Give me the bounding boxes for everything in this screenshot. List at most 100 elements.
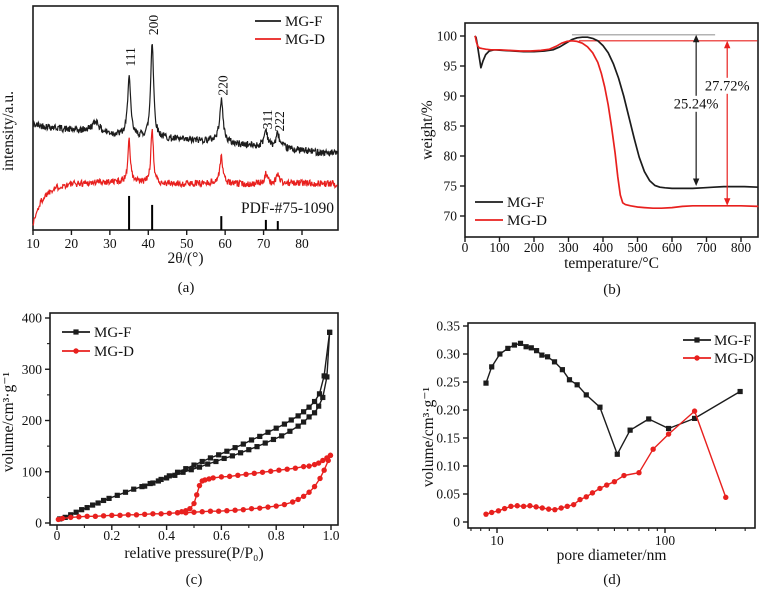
y-tick-label: 85	[444, 119, 458, 134]
legend-label: MG-F	[714, 333, 752, 349]
x-axis-label: pore diameter/nm	[557, 547, 667, 564]
legend: MG-F MG-D	[475, 195, 547, 229]
x-tick-label: 700	[696, 240, 717, 255]
series-MG-F	[485, 342, 741, 455]
x-tick-label: 10	[490, 533, 504, 548]
y-tick-label: 0.35	[436, 319, 460, 334]
xrd-trace-MG-D	[32, 128, 338, 226]
x-tick-label: 100	[655, 533, 676, 548]
loss-annotation: 25.24%	[670, 34, 722, 186]
panel-d-pore-size-chart: 10 100 0 0.05 0.10 0.15 0.20 0.25 0.30 0.35 pore d…	[380, 300, 763, 596]
x-axis-label: temperature/°C	[564, 255, 659, 272]
caption-b: (b)	[603, 282, 621, 298]
legend: MG-F MG-D	[683, 333, 754, 367]
y-tick-label: 0	[453, 515, 460, 530]
legend: MG-F MG-D	[255, 14, 325, 48]
x-tick-label: 0.2	[103, 528, 120, 543]
x-tick-label: 200	[524, 240, 545, 255]
caption-a: (a)	[177, 280, 195, 296]
pore-chart-svg: 10 100 0 0.05 0.10 0.15 0.20 0.25 0.30 0.35 pore d…	[420, 319, 756, 564]
markers-MG-F desorption	[142, 329, 333, 489]
tga-chart-svg: 0 100 200 300 400 500 600 700 800 70 75 80 85 90 95 100…	[419, 22, 759, 272]
plot-frame	[467, 322, 756, 529]
markers-MG-F	[483, 340, 743, 457]
x-tick-label: 400	[593, 240, 614, 255]
x-tick-label: 500	[627, 240, 648, 255]
y-tick-label: 200	[22, 413, 43, 428]
peak-label-200: 200	[146, 15, 161, 36]
caption-c: (c)	[185, 572, 203, 588]
legend-label: MG-D	[285, 32, 325, 48]
x-tick-label: 30	[103, 236, 117, 251]
y-tick-label: 75	[444, 179, 458, 194]
x-tick-label: 600	[662, 240, 683, 255]
x-tick-label: 40	[142, 236, 156, 251]
peak-label-111: 111	[123, 47, 138, 66]
legend-label: MG-F	[285, 14, 323, 30]
loss-percent-label: 25.24%	[674, 96, 719, 112]
x-tick-label: 0.8	[268, 528, 285, 543]
x-tick-label: 0.4	[158, 528, 175, 543]
panel-c-isotherm-chart: 0 0.2 0.4 0.6 0.8 1.0 0 100 200 300 400 relative pr…	[0, 300, 375, 596]
legend-label: MG-F	[94, 325, 132, 341]
y-axis-label: intensity/a.u.	[0, 91, 17, 171]
x-tick-label: 1.0	[323, 528, 340, 543]
pdf-card-label: PDF-#75-1090	[241, 200, 334, 217]
x-axis-label: 2θ/(°)	[167, 250, 203, 267]
y-tick-label: 100	[437, 29, 458, 44]
x-tick-label: 80	[295, 236, 309, 251]
y-tick-label: 100	[22, 464, 43, 479]
panel-b-tga-chart: 0 100 200 300 400 500 600 700 800 70 75 80 85 90 95 100…	[380, 0, 763, 300]
y-tick-label: 400	[22, 311, 43, 326]
y-tick-label: 0.05	[436, 487, 460, 502]
y-tick-label: 0.15	[436, 431, 460, 446]
x-tick-label: 0	[462, 240, 469, 255]
y-tick-label: 0.10	[436, 459, 460, 474]
x-tick-label: 20	[65, 236, 79, 251]
peak-label-311: 311	[260, 109, 275, 129]
y-tick-label: 90	[444, 89, 458, 104]
legend: MG-F MG-D	[62, 325, 134, 360]
series-MG-D	[485, 410, 727, 515]
peak-label-222: 222	[272, 111, 287, 131]
legend-label: MG-D	[714, 351, 754, 367]
x-tick-label: 0	[54, 528, 61, 543]
y-tick-label: 95	[444, 59, 458, 74]
y-tick-label: 0.30	[436, 347, 460, 362]
y-tick-label: 0.20	[436, 403, 460, 418]
y-tick-label: 0	[35, 516, 42, 531]
y-axis-label: volume/cm³·g⁻¹	[0, 372, 17, 472]
caption-d: (d)	[603, 572, 621, 588]
x-axis-label: relative pressure(P/P₀)	[124, 545, 263, 562]
loss-percent-label: 27.72%	[705, 78, 750, 94]
series-MG-D desorption	[177, 454, 331, 514]
panel-a-xrd-chart: 10 20 30 40 50 60 70 80 2θ/(°) intensity/a.u. 111 2…	[0, 0, 375, 300]
x-tick-label: 100	[489, 240, 510, 255]
markers-MG-D	[483, 408, 729, 517]
x-tick-label: 0.6	[213, 528, 230, 543]
x-tick-label: 800	[731, 240, 752, 255]
legend-label: MG-D	[507, 213, 547, 229]
series-MG-F adsorption	[59, 332, 331, 520]
y-axis-label: volume/cm³·g⁻¹	[420, 387, 437, 487]
peak-label-220: 220	[215, 75, 230, 96]
x-tick-label: 60	[218, 236, 232, 251]
y-tick-label: 80	[444, 149, 458, 164]
tga-curve-MG-D	[474, 35, 759, 210]
plot-frame	[32, 5, 339, 231]
plot-frame	[464, 22, 759, 238]
loss-annotation: 27.72%	[701, 40, 753, 206]
y-tick-label: 0.25	[436, 375, 460, 390]
isotherm-chart-svg: 0 0.2 0.4 0.6 0.8 1.0 0 100 200 300 400 relative pr…	[0, 311, 340, 563]
x-tick-label: 10	[26, 236, 40, 251]
x-tick-label: 300	[558, 240, 579, 255]
xrd-trace-MG-F	[32, 44, 338, 157]
y-tick-label: 300	[22, 362, 43, 377]
xrd-chart-svg: 10 20 30 40 50 60 70 80 2θ/(°) intensity/a.u. 111 2…	[0, 5, 339, 267]
y-axis-label: weight/%	[419, 100, 436, 159]
y-tick-label: 70	[444, 209, 458, 224]
x-tick-label: 70	[257, 236, 271, 251]
legend-label: MG-D	[94, 344, 134, 360]
legend-label: MG-F	[507, 195, 545, 211]
